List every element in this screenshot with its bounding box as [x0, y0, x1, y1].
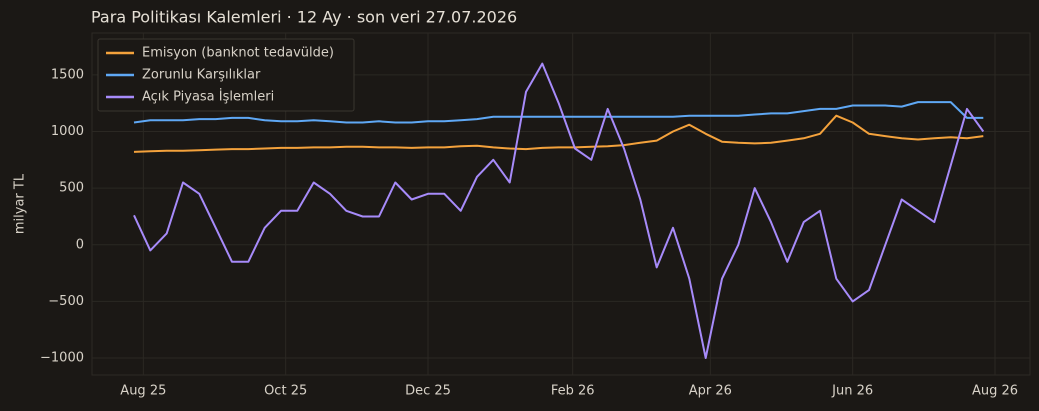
y-tick-label: 1500	[51, 67, 84, 82]
y-axis-label: milyar TL	[13, 173, 28, 234]
x-tick-label: Apr 26	[689, 384, 732, 399]
legend-label: Zorunlu Karşılıklar	[142, 68, 261, 83]
x-tick-label: Oct 25	[264, 384, 307, 399]
plot-area	[91, 32, 1031, 376]
y-tick-label: −500	[48, 294, 84, 309]
chart-title: Para Politikası Kalemleri · 12 Ay · son …	[91, 8, 517, 27]
legend-label: Emisyon (banknot tedavülde)	[142, 46, 334, 61]
y-tick-label: −1000	[40, 351, 84, 366]
y-tick-label: 0	[76, 237, 84, 252]
legend-label: Açık Piyasa İşlemleri	[142, 89, 274, 105]
y-tick-label: 500	[59, 181, 84, 196]
x-tick-label: Aug 26	[972, 384, 1018, 399]
legend: Emisyon (banknot tedavülde) Zorunlu Karşı…	[97, 38, 355, 112]
x-tick-label: Feb 26	[551, 384, 595, 399]
series-line	[133, 114, 984, 153]
x-tick-label: Dec 25	[405, 384, 451, 399]
y-tick-label: 1000	[51, 124, 84, 139]
x-tick-label: Jun 26	[831, 384, 873, 399]
series-line	[133, 101, 984, 124]
x-tick-label: Aug 25	[120, 384, 166, 399]
legend-box	[97, 38, 355, 112]
series-line	[133, 62, 985, 359]
